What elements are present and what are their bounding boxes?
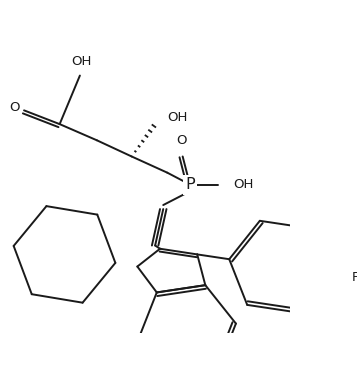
Text: P: P: [185, 177, 195, 192]
Text: O: O: [10, 100, 20, 114]
Text: OH: OH: [233, 178, 253, 191]
Text: OH: OH: [71, 55, 92, 68]
Text: F: F: [352, 270, 357, 284]
Text: OH: OH: [167, 111, 188, 124]
Text: O: O: [176, 134, 186, 147]
